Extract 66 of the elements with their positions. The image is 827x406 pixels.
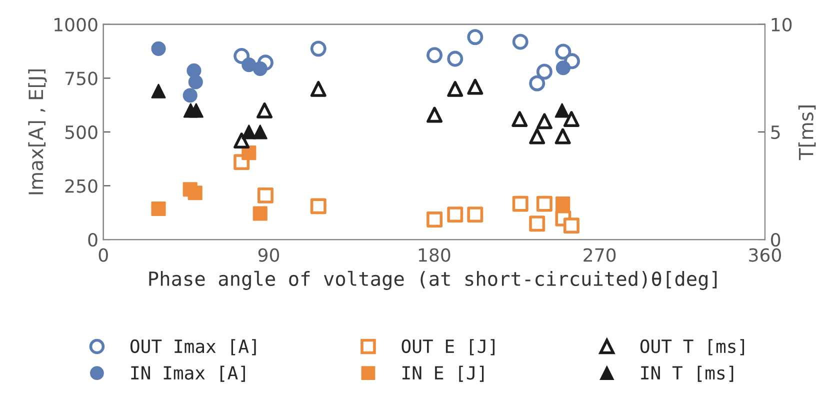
point <box>426 106 443 123</box>
point <box>188 74 203 90</box>
point <box>252 61 268 76</box>
x-tick-label: 90 <box>258 248 280 262</box>
point <box>536 196 552 212</box>
y2-tick-label: 10 <box>772 18 792 32</box>
point <box>310 80 326 97</box>
point <box>310 198 326 214</box>
point <box>151 41 166 56</box>
point <box>556 60 570 76</box>
point <box>447 50 464 67</box>
legend-label: IN T [ms] <box>641 366 734 382</box>
y-tick-label: 0 <box>88 233 98 247</box>
point <box>529 128 546 144</box>
legend-label: IN E [J] <box>402 366 484 382</box>
y-tick-label: 1000 <box>54 18 98 32</box>
point <box>529 216 546 232</box>
point <box>536 64 552 80</box>
y-tick-label: 750 <box>66 72 98 86</box>
point <box>426 212 443 228</box>
point <box>310 40 326 57</box>
point <box>536 113 552 130</box>
point <box>467 29 484 46</box>
point <box>447 206 464 223</box>
point <box>467 78 484 95</box>
point <box>426 47 443 64</box>
point <box>529 75 546 92</box>
y-axis-title: Imax[A] , E[J] <box>28 69 47 194</box>
y2-tick-label: 5 <box>771 126 780 140</box>
point <box>234 48 250 64</box>
y2-axis-title: T[ms] <box>798 106 816 160</box>
point <box>512 196 528 212</box>
point <box>563 111 580 128</box>
x-tick-label: 360 <box>749 248 782 262</box>
legend-label: OUT Imax [A] <box>130 339 256 356</box>
point <box>563 218 580 234</box>
legend-label: IN Imax [A] <box>131 366 245 382</box>
x-tick-label: 270 <box>584 248 616 262</box>
point <box>252 206 268 221</box>
x-tick-label: 0 <box>98 248 108 262</box>
point <box>554 128 571 144</box>
point <box>252 124 268 140</box>
point <box>182 88 198 103</box>
legend-label: OUT T [ms] <box>640 339 744 356</box>
legend-label: OUT E [J] <box>402 339 494 356</box>
y2-tick-label: 0 <box>771 233 780 247</box>
point <box>151 201 166 216</box>
point <box>242 58 256 72</box>
point <box>242 124 256 140</box>
point <box>188 186 202 200</box>
point <box>151 84 166 98</box>
point <box>555 44 572 60</box>
point <box>512 34 528 50</box>
point <box>234 132 250 149</box>
y-tick-label: 250 <box>65 179 98 193</box>
point <box>257 187 274 204</box>
point <box>556 196 570 212</box>
x-tick-label: 180 <box>418 248 450 262</box>
x-axis-title: Phase angle of voltage (at short-circuited)θ[deg] <box>149 270 717 290</box>
point <box>512 111 528 128</box>
point <box>188 103 204 118</box>
y-tick-label: 500 <box>65 125 98 140</box>
point <box>447 80 464 97</box>
point <box>554 103 570 118</box>
point <box>467 206 484 223</box>
point <box>256 102 273 118</box>
